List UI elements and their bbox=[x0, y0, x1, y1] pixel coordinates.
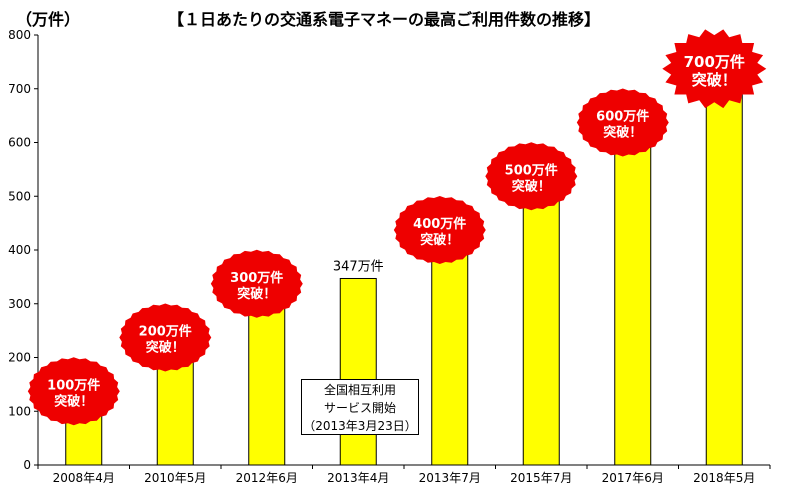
milestone-label-line1: 100万件 bbox=[47, 377, 100, 393]
milestone-starburst bbox=[210, 249, 303, 318]
milestone-starburst bbox=[662, 29, 767, 109]
x-tick-label: 2015年7月 bbox=[510, 471, 572, 485]
milestone-starburst bbox=[119, 303, 212, 372]
milestone-label-line1: 600万件 bbox=[596, 109, 649, 125]
note-line-1: 全国相互利用 bbox=[323, 383, 396, 397]
x-tick-label: 2017年6月 bbox=[602, 471, 664, 485]
milestone-label-line1: 700万件 bbox=[684, 53, 745, 71]
milestone-label-line2: 突破！ bbox=[603, 125, 642, 141]
note-line-3: （2013年3月23日） bbox=[303, 419, 417, 433]
bar bbox=[339, 277, 377, 466]
y-tick-label: 100 bbox=[8, 404, 31, 418]
note-line-2: サービス開始 bbox=[323, 401, 396, 415]
bar bbox=[522, 191, 560, 466]
bar bbox=[431, 246, 469, 466]
milestone-starburst bbox=[576, 88, 669, 157]
y-tick-label: 700 bbox=[8, 82, 31, 96]
y-tick-label: 600 bbox=[8, 136, 31, 150]
chart-title: 【１日あたりの交通系電子マネーの最高ご利用件数の推移】 bbox=[168, 10, 601, 29]
milestone-label-line2: 突破！ bbox=[146, 340, 185, 356]
unit-label: （万件） bbox=[16, 10, 81, 29]
milestone-label-line2: 突破！ bbox=[420, 232, 459, 248]
milestone-label-line1: 300万件 bbox=[230, 270, 283, 286]
bar bbox=[705, 84, 743, 466]
bar bbox=[614, 140, 652, 466]
x-tick-label: 2012年6月 bbox=[236, 471, 298, 485]
y-tick-label: 500 bbox=[8, 189, 31, 203]
x-tick-label: 2010年5月 bbox=[144, 471, 206, 485]
note-box: 全国相互利用 サービス開始 （2013年3月23日） bbox=[301, 379, 419, 435]
milestone-label-line1: 500万件 bbox=[505, 162, 558, 178]
y-tick-label: 300 bbox=[8, 297, 31, 311]
milestone-starburst bbox=[393, 196, 486, 264]
milestone-label-line2: 突破！ bbox=[692, 71, 737, 89]
bar bbox=[248, 297, 286, 466]
x-tick-label: 2008年4月 bbox=[53, 471, 115, 485]
y-tick-label: 0 bbox=[23, 458, 31, 472]
milestone-label-line2: 突破！ bbox=[54, 393, 93, 409]
x-tick-label: 2013年7月 bbox=[419, 471, 481, 485]
x-tick-label: 2018年5月 bbox=[693, 471, 755, 485]
milestone-label-line2: 突破！ bbox=[512, 178, 551, 194]
milestone-starburst bbox=[27, 357, 120, 426]
y-tick-label: 800 bbox=[8, 28, 31, 42]
bar-value-label: 347万件 bbox=[333, 259, 384, 274]
milestone-label-line1: 400万件 bbox=[413, 216, 466, 232]
milestone-label-line1: 200万件 bbox=[139, 324, 192, 340]
milestone-starburst bbox=[485, 142, 578, 211]
milestone-label-line2: 突破！ bbox=[237, 286, 276, 302]
y-tick-label: 400 bbox=[8, 243, 31, 257]
bar bbox=[156, 355, 194, 466]
y-tick-label: 200 bbox=[8, 351, 31, 365]
x-tick-label: 2013年4月 bbox=[327, 471, 389, 485]
